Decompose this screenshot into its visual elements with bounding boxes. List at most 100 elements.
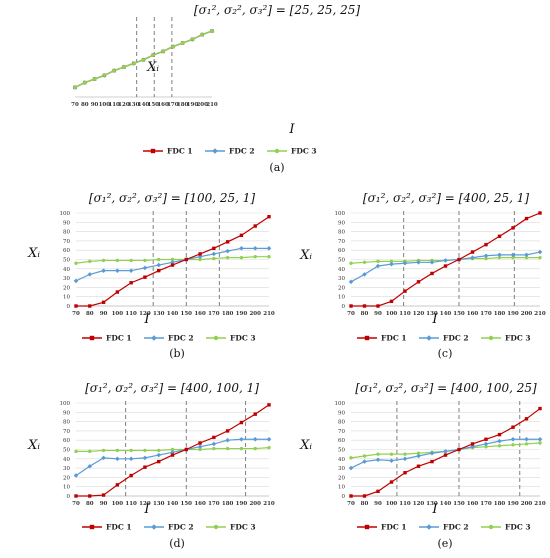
data-point <box>157 459 161 464</box>
y-tick-label: 100 <box>60 401 71 407</box>
data-point <box>389 452 394 456</box>
x-tick-label: 200 <box>196 102 208 108</box>
data-point <box>239 436 244 442</box>
data-point <box>375 263 381 269</box>
legend-marker-fdc-2 <box>151 524 157 530</box>
x-axis-label: I <box>143 312 150 327</box>
x-tick-label: 70 <box>71 102 79 108</box>
x-tick-label: 200 <box>249 311 261 317</box>
x-tick-label: 110 <box>399 501 411 507</box>
data-point <box>497 234 502 238</box>
x-tick-label: 120 <box>413 311 425 317</box>
y-tick-label: 10 <box>338 295 345 301</box>
data-point <box>184 447 188 452</box>
data-point <box>483 253 489 259</box>
data-point <box>129 448 133 453</box>
x-tick-label: 120 <box>413 501 425 507</box>
data-point <box>112 68 116 73</box>
x-tick-label: 80 <box>361 501 369 507</box>
data-point <box>362 304 367 308</box>
x-tick-label: 190 <box>507 501 519 507</box>
x-tick-label: 200 <box>521 501 533 507</box>
x-tick-label: 180 <box>222 501 234 507</box>
data-point <box>142 455 148 461</box>
x-tick-label: 150 <box>181 311 193 317</box>
data-point <box>348 465 354 471</box>
data-point <box>87 272 93 277</box>
legend-marker-fdc-2 <box>426 524 432 530</box>
legend: FDC 1 FDC 2 FDC 3 <box>357 334 531 343</box>
data-point <box>253 412 257 416</box>
data-point <box>389 480 394 484</box>
legend-marker-fdc-1 <box>364 335 370 341</box>
x-tick-label: 200 <box>249 501 261 507</box>
data-point <box>443 258 448 263</box>
x-tick-label: 170 <box>208 311 220 317</box>
x-tick-label: 70 <box>72 501 80 507</box>
data-point <box>538 441 542 445</box>
legend-marker-fdc-2 <box>426 335 432 341</box>
data-point <box>198 252 202 256</box>
x-tick-label: 180 <box>494 311 506 317</box>
x-tick-label: 180 <box>222 311 234 317</box>
data-point <box>225 446 230 451</box>
y-axis-label: Xᵢ <box>146 60 159 75</box>
data-point <box>88 449 92 454</box>
data-point <box>115 448 120 453</box>
data-point <box>101 258 106 263</box>
data-point <box>389 458 394 463</box>
data-point <box>349 456 353 460</box>
y-tick-label: 10 <box>63 485 70 491</box>
data-point <box>511 226 515 230</box>
panel-label: (c) <box>438 347 453 360</box>
data-point <box>170 257 175 262</box>
legend-label-fdc-3: FDC 3 <box>505 523 531 532</box>
chart-title: [σ₁², σ₂², σ₃²] = [400, 100, 25] <box>355 381 537 395</box>
data-point <box>128 456 134 462</box>
data-point <box>457 257 461 262</box>
data-point <box>190 37 195 42</box>
data-point <box>376 259 380 264</box>
y-tick-label: 30 <box>338 466 345 472</box>
x-tick-label: 170 <box>480 501 492 507</box>
x-tick-label: 210 <box>534 501 546 507</box>
data-point <box>225 240 230 244</box>
y-tick-label: 60 <box>63 248 70 254</box>
x-tick-label: 130 <box>128 102 140 108</box>
data-point <box>511 255 515 260</box>
x-tick-label: 210 <box>534 311 546 317</box>
x-tick-label: 90 <box>100 311 108 317</box>
y-tick-label: 80 <box>338 420 345 426</box>
data-point <box>212 435 216 440</box>
y-tick-label: 90 <box>63 410 70 416</box>
data-point <box>101 455 106 461</box>
data-point <box>267 255 271 259</box>
x-tick-label: 80 <box>361 311 369 317</box>
legend-label-fdc-3: FDC 3 <box>505 334 531 343</box>
chart-panel-1: 70 80 90 1001101201301401501601701801902002… <box>71 3 360 174</box>
x-tick-label: 90 <box>374 501 382 507</box>
x-tick-label: 160 <box>194 501 206 507</box>
y-tick-label: 80 <box>63 230 70 236</box>
data-point <box>157 448 161 453</box>
data-point <box>143 465 147 469</box>
y-tick-label: 100 <box>60 211 71 217</box>
legend-marker-fdc-1 <box>364 524 370 530</box>
y-tick-label: 0 <box>342 304 346 310</box>
data-point <box>416 453 421 459</box>
y-tick-label: 40 <box>63 267 70 273</box>
data-point <box>211 441 217 447</box>
data-point <box>171 44 175 49</box>
data-point <box>362 272 367 277</box>
data-point <box>239 246 244 251</box>
data-point <box>198 447 202 452</box>
data-point <box>429 450 435 456</box>
x-tick-label: 210 <box>206 102 218 108</box>
legend-label-fdc-3: FDC 3 <box>230 523 256 532</box>
chart-title: [σ₁², σ₂², σ₃²] = [400, 25, 1] <box>363 191 529 205</box>
y-tick-label: 30 <box>338 276 345 282</box>
x-tick-label: 190 <box>187 102 199 108</box>
data-point <box>266 246 272 251</box>
data-point <box>74 449 78 454</box>
data-point <box>211 251 217 257</box>
